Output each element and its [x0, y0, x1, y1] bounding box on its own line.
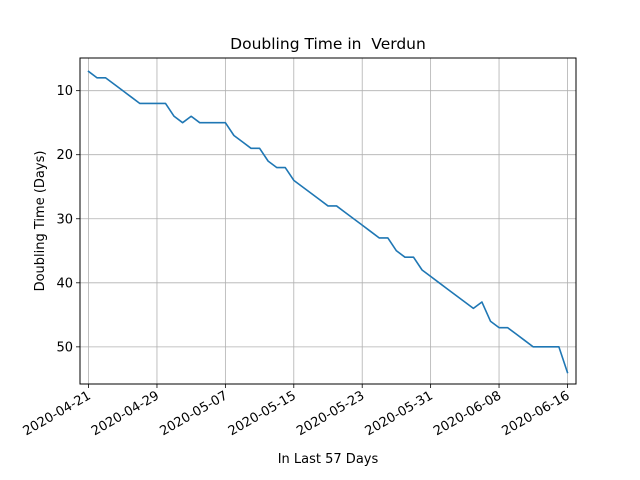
x-axis-label: In Last 57 Days	[278, 452, 379, 467]
y-tick-label: 20	[56, 148, 73, 163]
plot-frame	[79, 57, 577, 385]
chart-title: Doubling Time in Verdun	[230, 35, 426, 53]
y-tick-label: 50	[56, 340, 73, 355]
y-tick-label: 30	[56, 212, 73, 227]
series-line	[87, 70, 569, 374]
y-tick-label: 10	[56, 84, 73, 99]
y-axis-label: Doubling Time (Days)	[33, 151, 48, 292]
y-tick-label: 40	[56, 276, 73, 291]
grid-lines	[80, 58, 576, 384]
